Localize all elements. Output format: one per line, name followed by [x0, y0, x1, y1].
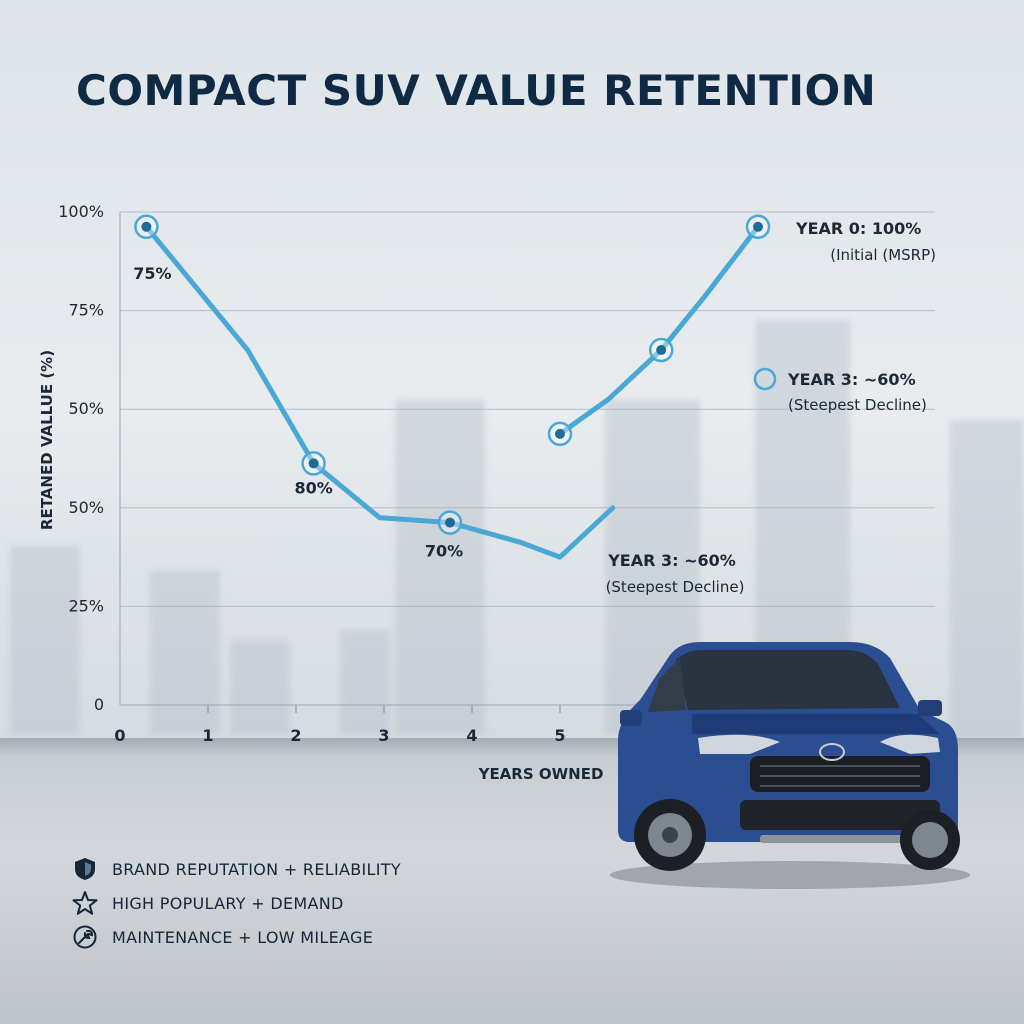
x-tick-label: 3: [378, 726, 389, 745]
y-tick-label: 100%: [58, 202, 104, 221]
wrench-gauge-icon: [73, 925, 97, 949]
data-point-label: 75%: [133, 264, 171, 283]
annotation-year-0: YEAR 0: 100% (Initial (MSRP): [795, 219, 936, 264]
page-title: COMPACT SUV VALUE RETENTION: [76, 66, 877, 115]
data-point-dot: [141, 221, 152, 232]
y-tick-label: 50%: [68, 498, 104, 517]
annotation-year-3-center-heading: YEAR 3: ~60%: [607, 551, 736, 570]
data-point-dot: [308, 458, 319, 469]
y-tick-label: 0: [94, 695, 104, 714]
data-point-dot: [555, 428, 565, 439]
data-point-label: 80%: [294, 478, 332, 497]
x-tick-label: 5: [554, 726, 565, 745]
value-factors-list: BRAND REPUTATION + RELIABILITY HIGH POPU…: [72, 852, 401, 954]
annotation-year-3-center: YEAR 3: ~60% (Steepest Decline): [606, 551, 745, 596]
data-point-dot: [445, 517, 455, 528]
annotation-year-3-sub: (Steepest Decline): [788, 396, 927, 414]
y-tick-label: 75%: [68, 301, 104, 320]
x-tick-label: 4: [466, 726, 477, 745]
factor-item: MAINTENANCE + LOW MILEAGE: [72, 920, 401, 954]
point-labels: 75% 80% 70%: [133, 264, 463, 561]
suv-image: [610, 642, 970, 889]
x-tick-labels: 0 1 2 3 4 5: [114, 705, 566, 745]
series-line-2: [557, 224, 761, 437]
y-tick-label: 50%: [68, 399, 104, 418]
annotation-year-0-heading: YEAR 0: 100%: [795, 219, 921, 238]
data-point-dot: [656, 345, 667, 356]
shield-icon: [75, 858, 95, 880]
y-tick-label: 25%: [68, 596, 104, 615]
annotation-year-3-heading: YEAR 3: ~60%: [787, 370, 916, 389]
x-tick-label: 0: [114, 726, 125, 745]
value-retention-chart: 100% 75% 50% 50% 25% 0 0 1 2 3 4 5 RETANED VALLUE …: [38, 202, 936, 783]
factor-label: BRAND REPUTATION + RELIABILITY: [112, 859, 401, 879]
x-axis-title: YEARS OWNED: [478, 765, 604, 783]
y-tick-labels: 100% 75% 50% 50% 25% 0: [58, 202, 104, 714]
star-icon: [72, 891, 98, 915]
data-markers: [134, 214, 771, 535]
y-axis-title: RETANED VALLUE (%): [38, 350, 56, 530]
factor-label: MAINTENANCE + LOW MILEAGE: [112, 927, 374, 947]
annotation-year-3-center-sub: (Steepest Decline): [606, 578, 745, 596]
grid-lines: [120, 211, 935, 607]
series-line-1: [143, 224, 616, 560]
annotation-year-3-right: YEAR 3: ~60% (Steepest Decline): [753, 367, 927, 414]
data-point-label: 70%: [425, 542, 463, 561]
x-tick-label: 1: [202, 726, 213, 745]
factor-item: HIGH POPULARY + DEMAND: [72, 886, 401, 920]
annotation-legend-circle-icon: [753, 367, 777, 391]
factor-label: HIGH POPULARY + DEMAND: [112, 893, 344, 913]
annotation-year-0-sub: (Initial (MSRP): [830, 246, 936, 264]
data-point-dot: [753, 221, 763, 232]
x-tick-label: 2: [290, 726, 301, 745]
factor-item: BRAND REPUTATION + RELIABILITY: [72, 852, 401, 886]
